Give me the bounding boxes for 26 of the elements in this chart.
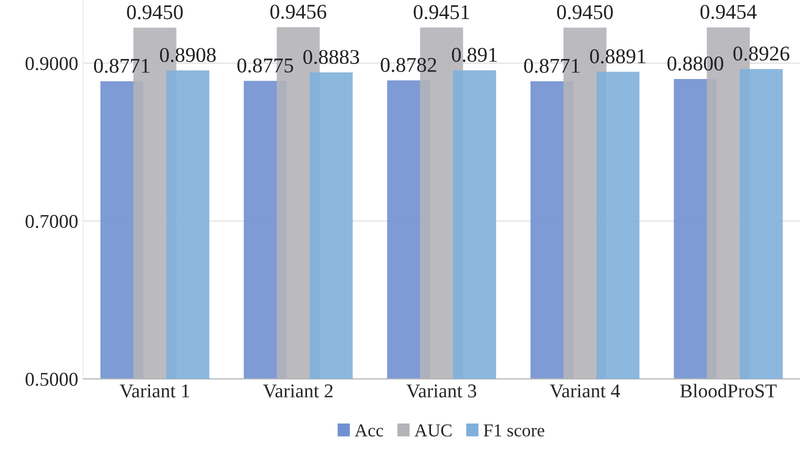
data-label: 0.9450 <box>127 5 183 20</box>
y-tick-label: 0.7000 <box>26 214 78 228</box>
x-tick-label: Variant 2 <box>263 384 333 398</box>
data-label: 0.8891 <box>590 49 646 64</box>
legend-label: AUC <box>414 424 452 437</box>
data-label: 0.8771 <box>524 58 580 73</box>
legend-label: Acc <box>354 424 384 437</box>
data-label: 0.8782 <box>380 58 436 72</box>
data-label: 0.8926 <box>733 46 790 61</box>
x-tick-label: Variant 1 <box>120 384 190 398</box>
x-tick-label: Variant 4 <box>550 384 620 398</box>
data-label: 0.8908 <box>160 48 216 62</box>
data-label: 0.8883 <box>303 50 360 64</box>
legend-label: F1 score <box>484 424 544 437</box>
data-label: 0.9456 <box>270 4 326 19</box>
data-label: 0.8775 <box>237 58 294 73</box>
data-label: 0.9454 <box>700 4 757 20</box>
data-label: 0.9450 <box>557 5 613 20</box>
data-label: 0.891 <box>452 48 497 62</box>
x-tick-label: BloodProST <box>680 384 777 398</box>
x-tick-label: Variant 3 <box>406 384 476 398</box>
data-label: 0.9451 <box>414 5 469 20</box>
y-tick-label: 0.9000 <box>26 56 78 70</box>
y-tick-label: 0.5000 <box>26 372 78 386</box>
data-label: 0.8800 <box>667 56 724 71</box>
data-label: 0.8771 <box>94 58 150 73</box>
